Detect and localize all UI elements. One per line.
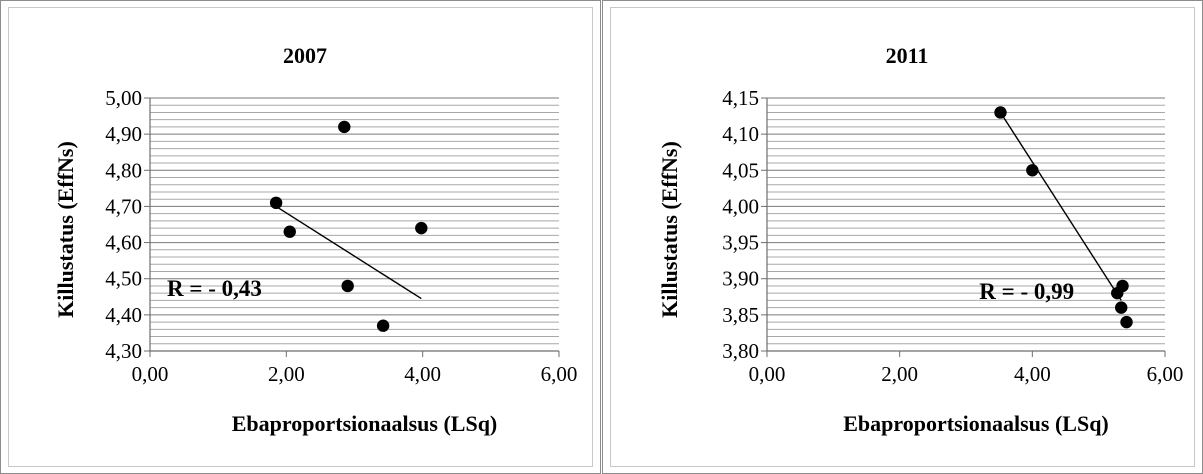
chart-1-x-tick-label: 2,00: [881, 362, 918, 386]
chart-1-y-tick-label: 4,10: [722, 122, 759, 146]
chart-0-y-tick-label: 4,60: [105, 231, 142, 255]
chart-0-y-tick-label: 4,50: [105, 267, 142, 291]
chart-0-data-point: [283, 225, 296, 238]
chart-panel-2007: 2007 4,30 4,40 4,50 4,60 4,70 4,80 4,90 5,00 0,00…: [0, 0, 601, 474]
chart-0-x-tick-label: 2,00: [268, 362, 305, 386]
chart-0-y-tick-label: 5,00: [105, 86, 142, 110]
chart-1-y-tick-label: 4,00: [722, 194, 759, 218]
chart-1-data-point: [1026, 164, 1039, 177]
chart-1-gridlines: [767, 97, 1165, 352]
chart-1-y-tick-label: 3,80: [722, 339, 759, 363]
chart-0-data-point: [269, 196, 283, 210]
chart-0-title: 2007: [283, 43, 327, 68]
chart-1-y-tick-label: 3,85: [722, 303, 759, 327]
chart-1-data-point: [1116, 279, 1129, 293]
chart-1-correlation-label: R = - 0,99: [979, 279, 1074, 304]
chart-1-data-point: [994, 106, 1007, 119]
chart-0-y-tick-label: 4,40: [105, 303, 142, 327]
chart-0-y-axis-label: Killustatus (EffNs): [53, 141, 78, 318]
scatter-chart-2007: 2007 4,30 4,40 4,50 4,60 4,70 4,80 4,90 5,00 0,00…: [53, 43, 578, 436]
chart-1-x-axis-label: Ebaproportsionaalsus (LSq): [843, 411, 1109, 436]
chart-1-data-point: [1115, 301, 1128, 314]
chart-1-y-tick-label: 4,15: [722, 86, 759, 110]
chart-0-x-axis-label: Ebaproportsionaalsus (LSq): [232, 411, 498, 436]
chart-0-x-tick-label: 6,00: [541, 362, 578, 386]
scatter-chart-2011: 2011 3,80 3,85 3,90 3,95 4,00 4,05 4,10 4,15 0,00…: [657, 43, 1184, 436]
chart-0-trendline: [275, 205, 422, 300]
chart-1-y-axis-label: Killustatus (EffNs): [657, 141, 682, 318]
chart-1-y-tick-label: 3,90: [722, 267, 759, 291]
chart-0-data-point: [341, 279, 354, 293]
chart-0-data-point: [376, 319, 390, 332]
chart-0-data-point: [415, 221, 428, 235]
chart-0-gridlines: [150, 97, 559, 352]
chart-1-y-tick-label: 3,95: [722, 231, 759, 255]
chart-1-x-tick-label: 6,00: [1147, 362, 1184, 386]
chart-0-y-tick-label: 4,70: [105, 194, 142, 218]
chart-0-correlation-label: R = - 0,43: [167, 276, 262, 301]
chart-1-x-tick-label: 0,00: [749, 362, 786, 386]
chart-0-y-tick-label: 4,80: [105, 158, 142, 182]
chart-1-data-point: [1120, 315, 1133, 329]
chart-1-title: 2011: [886, 43, 929, 68]
chart-panel-2011: 2011 3,80 3,85 3,90 3,95 4,00 4,05 4,10 4,15 0,00…: [602, 0, 1203, 474]
chart-0-x-tick-label: 0,00: [132, 362, 169, 386]
chart-0-y-tick-label: 4,90: [105, 122, 142, 146]
chart-1-x-tick-label: 4,00: [1014, 362, 1051, 386]
chart-1-trendline: [999, 112, 1122, 301]
chart-0-data-point: [338, 120, 351, 134]
chart-0-x-tick-label: 4,00: [404, 362, 441, 386]
chart-0-y-tick-label: 4,30: [105, 339, 142, 363]
chart-1-y-tick-label: 4,05: [722, 158, 759, 182]
